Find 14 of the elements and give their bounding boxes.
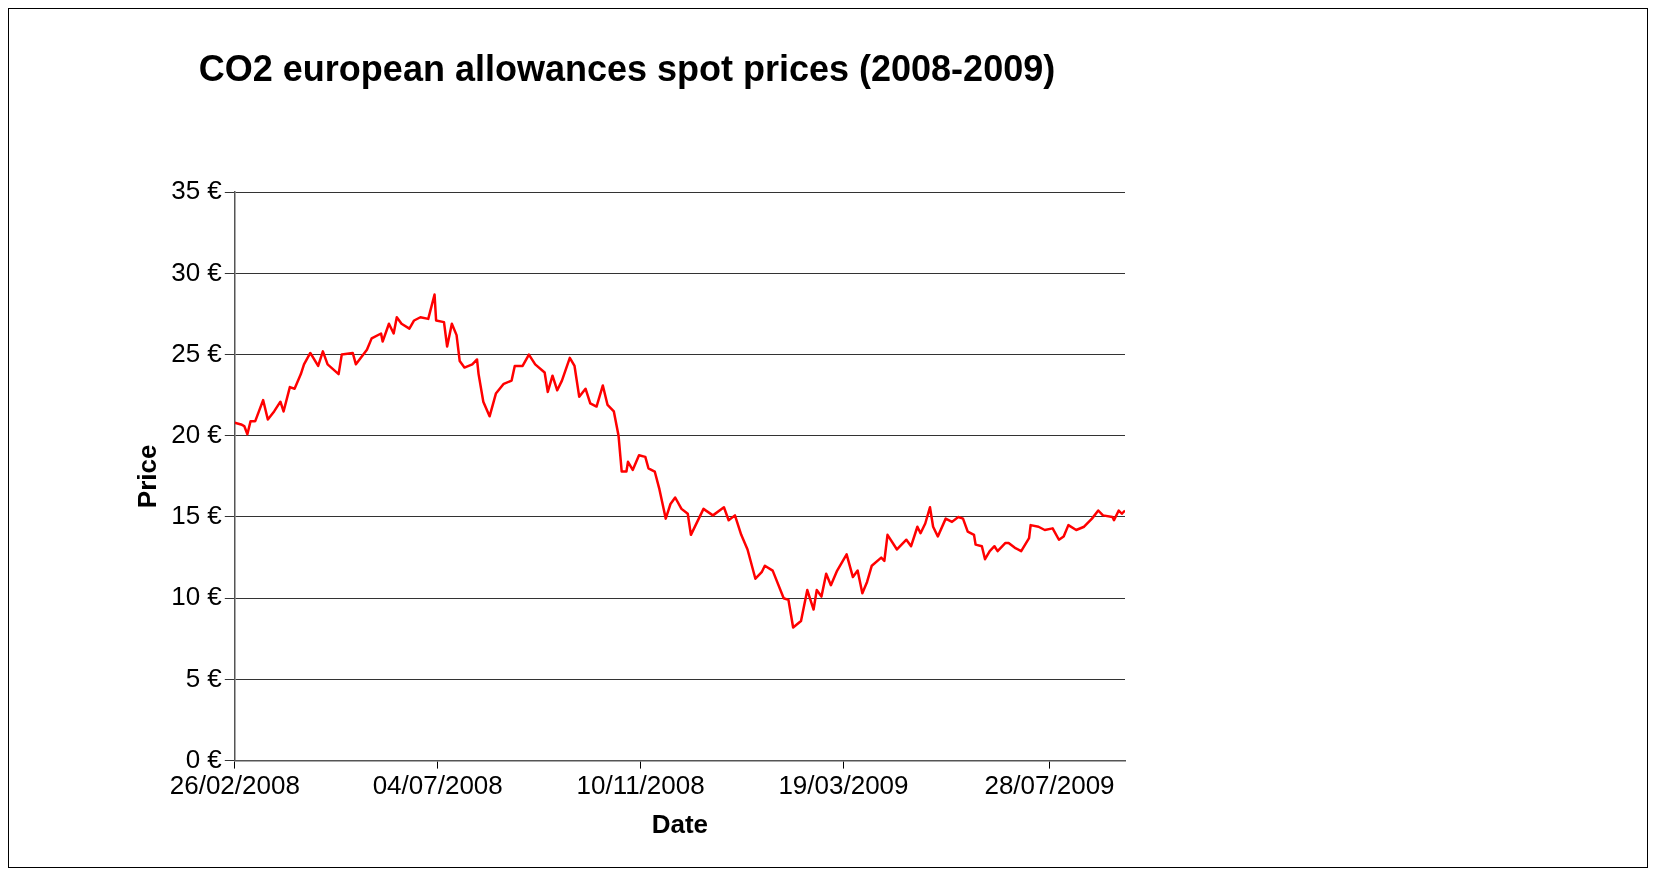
y-tick-label: 10 € [171,581,223,612]
x-axis-title: Date [651,808,709,839]
y-tick-label: 5 € [185,662,223,693]
y-tick-label: 30 € [171,256,223,287]
x-tick-label: 04/07/2008 [372,770,503,801]
y-tick-label: 25 € [171,337,223,368]
y-tick-label: 20 € [171,418,223,449]
x-tick-label: 19/03/2009 [778,770,909,801]
y-tick-label: 15 € [171,500,223,531]
y-axis-title: Price [131,444,162,509]
chart-title: CO2 european allowances spot prices (2008-2009) [198,47,1056,89]
x-tick-label: 28/07/2009 [984,770,1115,801]
y-tick-label: 35 € [171,175,223,206]
x-tick-label: 10/11/2008 [576,770,705,801]
